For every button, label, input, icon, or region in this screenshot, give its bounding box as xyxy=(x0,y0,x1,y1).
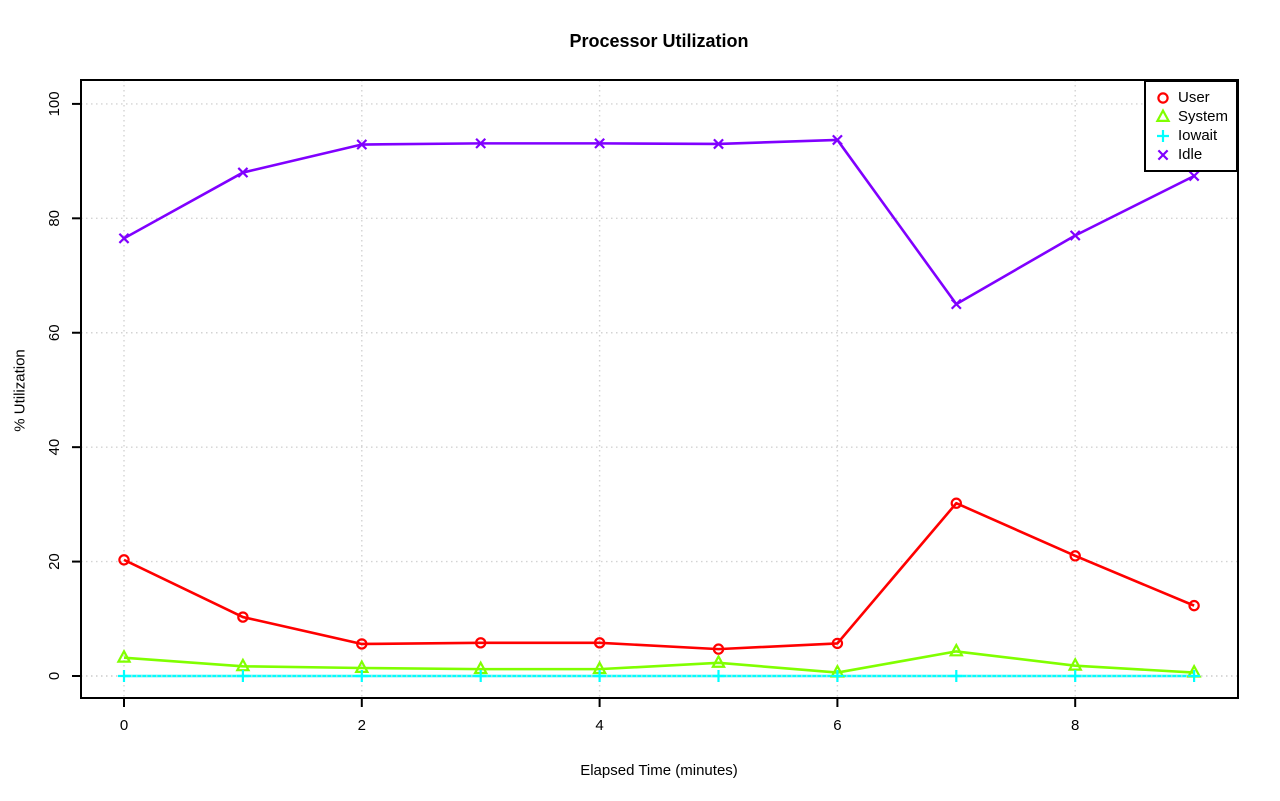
legend-item-iowait: Iowait xyxy=(1154,126,1236,145)
series-line-system xyxy=(123,650,1195,674)
plus-marker-icon xyxy=(118,670,130,682)
legend-item-user: User xyxy=(1154,88,1236,107)
triangle-marker-icon xyxy=(711,654,726,668)
x-marker-icon xyxy=(237,167,249,178)
x-axis-label: Elapsed Time (minutes) xyxy=(580,762,738,779)
circle-marker-icon xyxy=(237,611,249,623)
plus-marker-icon xyxy=(355,670,368,682)
legend-item-idle: Idle xyxy=(1154,145,1236,164)
plus-marker-icon xyxy=(593,670,606,682)
x-marker-icon xyxy=(118,232,130,244)
y-tick-label: 80 xyxy=(46,210,63,227)
triangle-marker-icon xyxy=(1155,107,1171,122)
x-tick-label: 2 xyxy=(358,717,366,734)
plot-border xyxy=(80,79,1239,699)
y-tick-label: 60 xyxy=(46,324,63,341)
circle-marker-icon xyxy=(1157,91,1169,104)
legend: User System Iowait Idle xyxy=(1144,80,1238,172)
x-marker-icon xyxy=(356,139,368,150)
plus-marker-icon xyxy=(1069,670,1082,682)
x-marker-icon xyxy=(832,134,843,146)
series-markers-iowait xyxy=(118,670,1201,682)
plus-marker-icon xyxy=(236,670,249,682)
circle-marker-icon xyxy=(1188,599,1200,612)
legend-circle-icon xyxy=(1157,91,1169,104)
series-line-user xyxy=(123,501,1195,651)
plus-marker-icon xyxy=(950,670,963,682)
y-tick-label: 0 xyxy=(46,672,63,680)
plus-marker-icon xyxy=(1157,129,1169,142)
x-tick-label: 0 xyxy=(120,717,128,734)
x-marker-icon xyxy=(1157,149,1169,160)
series-line-idle xyxy=(123,138,1195,306)
circle-marker-icon xyxy=(475,637,487,649)
x-marker-icon xyxy=(950,298,962,310)
triangle-marker-icon xyxy=(948,642,964,657)
legend-item-label: Iowait xyxy=(1178,127,1218,144)
x-tick-label: 8 xyxy=(1071,717,1079,734)
x-tick-label: 4 xyxy=(595,717,603,734)
series-markers-user xyxy=(118,497,1200,655)
x-marker-icon xyxy=(594,137,605,149)
x-marker-icon xyxy=(1069,230,1081,241)
circle-marker-icon xyxy=(356,638,368,650)
plus-marker-icon xyxy=(831,670,844,682)
legend-item-label: Idle xyxy=(1178,146,1203,163)
plus-marker-icon xyxy=(712,670,725,682)
circle-marker-icon xyxy=(831,637,844,650)
chart-title: Processor Utilization xyxy=(569,31,749,51)
circle-marker-icon xyxy=(950,497,963,509)
x-tick-label: 6 xyxy=(833,717,841,734)
plus-marker-icon xyxy=(1188,670,1201,682)
y-tick-label: 40 xyxy=(46,439,63,456)
triangle-marker-icon xyxy=(116,648,132,663)
legend-item-label: User xyxy=(1178,89,1210,106)
triangle-marker-icon xyxy=(1067,656,1083,671)
circle-marker-icon xyxy=(712,643,725,655)
plus-marker-icon xyxy=(474,670,487,682)
circle-marker-icon xyxy=(118,554,130,566)
y-axis-label: % Utilization xyxy=(11,349,29,432)
circle-marker-icon xyxy=(1069,550,1081,562)
legend-item-label: System xyxy=(1178,108,1229,125)
x-marker-icon xyxy=(475,137,487,149)
legend-triangle-icon xyxy=(1155,107,1171,122)
legend-x-icon xyxy=(1157,149,1169,160)
y-tick-label: 20 xyxy=(46,553,63,570)
x-marker-icon xyxy=(713,138,724,150)
y-tick-label: 100 xyxy=(46,91,63,116)
series-markers-idle xyxy=(118,134,1200,310)
x-marker-icon xyxy=(1188,170,1200,182)
circle-marker-icon xyxy=(593,637,606,649)
legend-plus-icon xyxy=(1157,129,1169,142)
legend-item-system: System xyxy=(1154,107,1236,126)
